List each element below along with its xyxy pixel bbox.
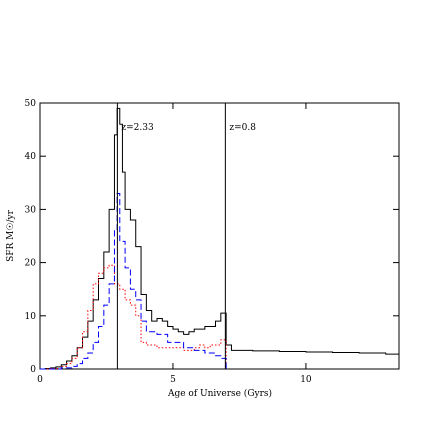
x-axis-label: Age of Universe (Gyrs) xyxy=(167,388,272,399)
x-tick-label: 10 xyxy=(300,375,312,385)
y-tick-label: 10 xyxy=(25,312,37,322)
sfr-line xyxy=(40,107,400,370)
x-tick-label: 0 xyxy=(37,375,43,385)
y-tick-label: 20 xyxy=(25,259,37,269)
plot-frame xyxy=(39,102,400,370)
sfr-line xyxy=(40,264,227,370)
y-tick-label: 40 xyxy=(25,152,37,162)
y-tick-label: 30 xyxy=(25,205,37,215)
redshift-label: z=0.8 xyxy=(229,123,256,133)
sfr-line xyxy=(40,192,227,370)
y-axis-label: SFR M☉/yr xyxy=(6,209,16,261)
y-tick-label: 50 xyxy=(25,99,37,109)
y-tick-label: 0 xyxy=(30,365,36,375)
redshift-label: z=2.33 xyxy=(121,123,154,133)
x-tick-label: 5 xyxy=(170,375,176,385)
